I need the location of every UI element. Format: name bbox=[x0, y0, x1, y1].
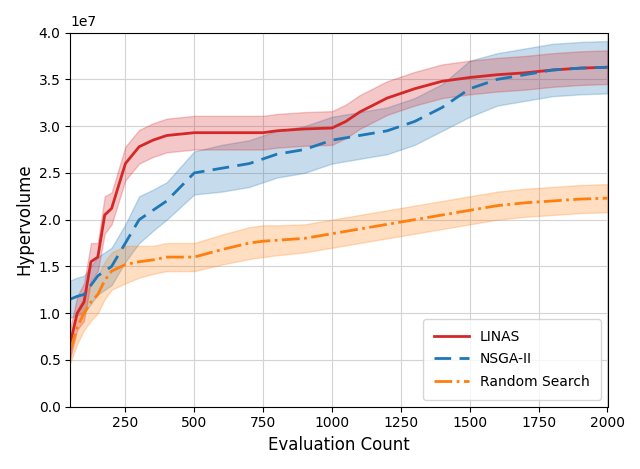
LINAS bbox=[135, 144, 143, 150]
LINAS bbox=[342, 119, 349, 124]
LINAS bbox=[80, 299, 88, 305]
NSGA-II bbox=[438, 105, 446, 110]
NSGA-II bbox=[101, 268, 109, 274]
Random Search bbox=[438, 212, 446, 218]
NSGA-II bbox=[149, 207, 157, 213]
Line: NSGA-II: NSGA-II bbox=[70, 67, 607, 299]
Random Search bbox=[101, 278, 109, 283]
Random Search bbox=[122, 262, 129, 267]
Random Search bbox=[576, 197, 584, 202]
LINAS bbox=[521, 70, 529, 76]
NSGA-II bbox=[74, 294, 81, 299]
NSGA-II bbox=[328, 137, 336, 143]
LINAS bbox=[383, 95, 391, 101]
NSGA-II bbox=[273, 151, 281, 157]
LINAS bbox=[328, 125, 336, 131]
LINAS bbox=[438, 78, 446, 84]
NSGA-II bbox=[67, 296, 74, 302]
Random Search bbox=[94, 292, 102, 297]
NSGA-II bbox=[108, 264, 115, 269]
LINAS bbox=[466, 75, 474, 80]
NSGA-II bbox=[191, 170, 198, 176]
Random Search bbox=[80, 310, 88, 316]
LINAS bbox=[259, 130, 267, 136]
NSGA-II bbox=[87, 282, 95, 288]
Random Search bbox=[521, 200, 529, 205]
NSGA-II bbox=[466, 86, 474, 91]
NSGA-II bbox=[493, 76, 501, 82]
NSGA-II bbox=[163, 198, 170, 204]
LINAS bbox=[149, 137, 157, 143]
Random Search bbox=[246, 240, 253, 246]
LINAS bbox=[604, 64, 611, 70]
LINAS bbox=[67, 340, 74, 346]
Random Search bbox=[328, 231, 336, 236]
Random Search bbox=[548, 198, 556, 204]
NSGA-II bbox=[576, 65, 584, 71]
Line: Random Search: Random Search bbox=[70, 198, 607, 351]
LINAS bbox=[356, 109, 364, 115]
NSGA-II bbox=[521, 72, 529, 77]
LINAS bbox=[411, 86, 419, 91]
LINAS bbox=[301, 126, 308, 132]
NSGA-II bbox=[356, 133, 364, 138]
NSGA-II bbox=[548, 67, 556, 73]
Random Search bbox=[273, 237, 281, 243]
NSGA-II bbox=[604, 64, 611, 70]
LINAS bbox=[493, 72, 501, 77]
LINAS bbox=[273, 128, 281, 134]
NSGA-II bbox=[122, 240, 129, 246]
NSGA-II bbox=[411, 119, 419, 124]
Random Search bbox=[383, 221, 391, 227]
Text: 1e7: 1e7 bbox=[70, 15, 97, 29]
LINAS bbox=[87, 259, 95, 265]
Random Search bbox=[74, 325, 81, 330]
LINAS bbox=[218, 130, 226, 136]
LINAS bbox=[101, 212, 109, 218]
LINAS bbox=[191, 130, 198, 136]
LINAS bbox=[576, 65, 584, 71]
Y-axis label: Hypervolume: Hypervolume bbox=[15, 164, 33, 275]
LINAS bbox=[122, 161, 129, 166]
LINAS bbox=[108, 205, 115, 211]
NSGA-II bbox=[80, 292, 88, 297]
LINAS bbox=[74, 310, 81, 316]
Legend: LINAS, NSGA-II, Random Search: LINAS, NSGA-II, Random Search bbox=[423, 319, 600, 400]
LINAS bbox=[246, 130, 253, 136]
LINAS bbox=[397, 91, 404, 96]
Random Search bbox=[301, 235, 308, 241]
Random Search bbox=[466, 207, 474, 213]
Random Search bbox=[604, 196, 611, 201]
NSGA-II bbox=[259, 156, 267, 162]
NSGA-II bbox=[135, 217, 143, 222]
X-axis label: Evaluation Count: Evaluation Count bbox=[268, 436, 410, 454]
Random Search bbox=[259, 238, 267, 244]
LINAS bbox=[163, 133, 170, 138]
Random Search bbox=[108, 268, 115, 274]
Line: LINAS: LINAS bbox=[70, 67, 607, 343]
Random Search bbox=[218, 247, 226, 252]
Random Search bbox=[135, 259, 143, 265]
LINAS bbox=[94, 254, 102, 260]
NSGA-II bbox=[246, 161, 253, 166]
NSGA-II bbox=[218, 166, 226, 171]
Random Search bbox=[356, 226, 364, 232]
Random Search bbox=[163, 254, 170, 260]
NSGA-II bbox=[94, 273, 102, 279]
LINAS bbox=[548, 67, 556, 73]
Random Search bbox=[411, 217, 419, 222]
Random Search bbox=[67, 348, 74, 354]
Random Search bbox=[87, 299, 95, 305]
NSGA-II bbox=[383, 128, 391, 134]
NSGA-II bbox=[301, 147, 308, 152]
Random Search bbox=[191, 254, 198, 260]
Random Search bbox=[493, 203, 501, 208]
Random Search bbox=[149, 257, 157, 263]
